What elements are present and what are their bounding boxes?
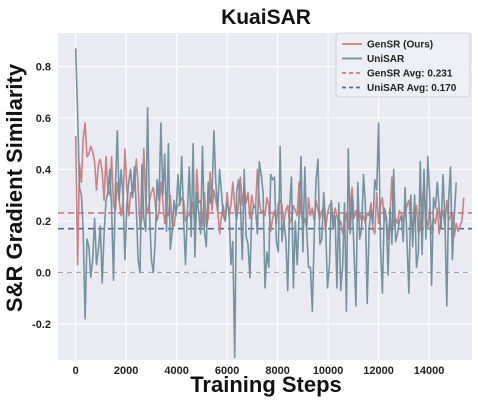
series-line-unisar: [74, 48, 457, 359]
y-tick-label: 0.8: [36, 61, 51, 73]
x-tick-label: 14000: [414, 365, 445, 377]
legend: GenSR (Ours) UniSAR GenSR Avg: 0.231 UniSAR…: [335, 32, 471, 98]
legend-label: GenSR Avg: 0.231: [367, 69, 453, 80]
chart-title: KuaiSAR: [221, 6, 311, 29]
y-axis-label: S&R Gradient Similarity: [2, 63, 27, 312]
x-tick-label: 10000: [313, 365, 344, 377]
series-lines: [74, 48, 465, 359]
x-tick-label: 4000: [164, 365, 188, 377]
x-tick-label: 2000: [114, 365, 138, 377]
y-tick-label: 0.6: [36, 113, 51, 125]
x-tick-label: 6000: [215, 365, 239, 377]
x-tick-labels: 0 2000 4000 6000 8000 10000 12000 14000: [73, 365, 445, 377]
y-tick-label: 0.4: [36, 164, 52, 176]
x-axis-label: Training Steps: [190, 372, 342, 397]
y-tick-label: 0.2: [36, 216, 51, 228]
legend-label: GenSR (Ours): [367, 40, 433, 51]
x-tick-label: 8000: [265, 365, 289, 377]
y-tick-labels: -0.2 0.0 0.2 0.4 0.6 0.8: [32, 61, 52, 330]
x-tick-label: 0: [73, 365, 79, 377]
legend-label: UniSAR: [367, 54, 405, 65]
y-tick-label: -0.2: [32, 319, 51, 331]
x-tick-label: 12000: [363, 365, 394, 377]
legend-label: UniSAR Avg: 0.170: [367, 83, 457, 94]
legend-box: [335, 32, 471, 98]
y-tick-label: 0.0: [36, 267, 51, 279]
